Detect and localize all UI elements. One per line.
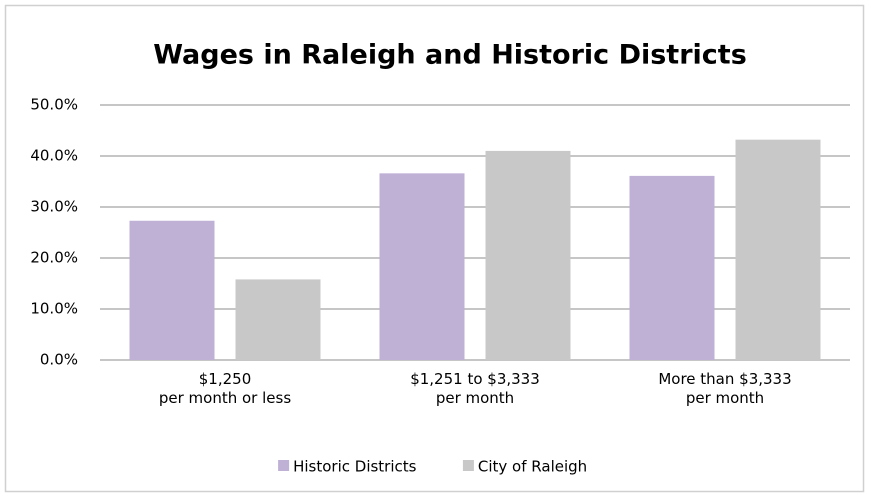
y-tick-label: 50.0% <box>30 96 78 114</box>
y-tick-label: 40.0% <box>30 147 78 165</box>
legend-swatch <box>278 460 290 471</box>
legend-label: Historic Districts <box>293 458 417 476</box>
y-tick-label: 10.0% <box>30 300 78 318</box>
x-tick-label: $1,251 to $3,333 per month <box>410 370 540 407</box>
chart-title: Wages in Raleigh and Historic Districts <box>153 40 747 71</box>
legend-swatch <box>462 460 474 471</box>
bar <box>235 279 321 360</box>
bar <box>629 175 715 360</box>
y-tick-label: 20.0% <box>30 249 78 267</box>
bar <box>485 150 571 360</box>
y-tick-label: 30.0% <box>30 198 78 216</box>
bar <box>735 139 821 360</box>
y-tick-label: 0.0% <box>40 351 78 369</box>
bar <box>129 220 215 360</box>
x-tick-label: $1,250 per month or less <box>158 370 292 407</box>
legend-label: City of Raleigh <box>478 458 587 476</box>
bar <box>379 173 465 360</box>
x-tick-label: More than $3,333 per month <box>658 370 792 407</box>
